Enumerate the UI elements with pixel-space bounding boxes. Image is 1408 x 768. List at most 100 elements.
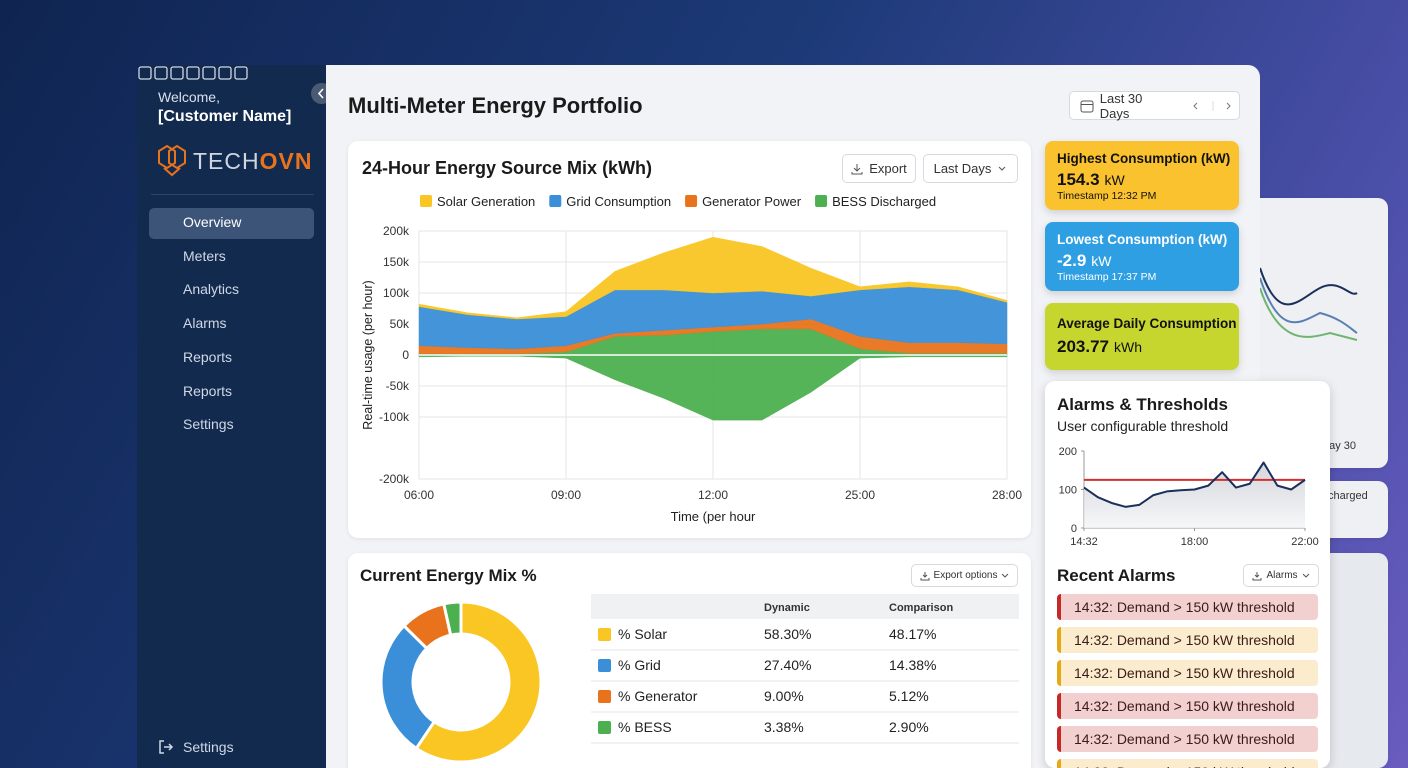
icon-shape — [218, 66, 232, 80]
legend-swatch — [420, 195, 432, 207]
export-options-text: Export options — [933, 570, 998, 581]
nav-item[interactable]: Settings — [183, 416, 234, 433]
nav-item[interactable]: Reports — [183, 382, 233, 399]
alarm-item[interactable]: 14:32: Demand > 150 kW threshold — [1057, 594, 1318, 620]
legend-swatch — [685, 195, 698, 207]
y-axis-label: Real-time usage (per hour) — [361, 280, 375, 429]
kpi-unit: kWh — [1114, 339, 1142, 355]
alarm-item[interactable]: 14:32: Demand > 150 kW threshold — [1057, 726, 1318, 752]
x-tick-label: 12:00 — [698, 488, 728, 502]
kpi-value-row: 154.3 kW — [1057, 170, 1125, 190]
row-label: % Generator — [618, 688, 698, 704]
export-button[interactable]: Export — [842, 154, 916, 183]
alarm-item[interactable]: 14:32: Demand > 150 kW threshold — [1057, 693, 1318, 719]
kpi-value: 203.77 — [1057, 337, 1109, 356]
alarms-button[interactable]: Alarms — [1243, 564, 1319, 587]
y-tick-label: -50k — [386, 379, 410, 393]
area — [418, 354, 1008, 421]
legend-fragment: charged — [1328, 490, 1368, 502]
x-tick-label: 18:00 — [1181, 536, 1209, 548]
chart-title: 24-Hour Energy Source Mix (kWh) — [362, 158, 652, 178]
page-title: Multi-Meter Energy Portfolio — [348, 93, 643, 118]
footer-link[interactable]: Settings — [183, 739, 234, 755]
y-tick-label: 100 — [1059, 485, 1077, 497]
y-tick-label: -200k — [379, 472, 410, 486]
x-tick-label: 09:00 — [551, 488, 581, 502]
kpi-title: Highest Consumption (kW) — [1057, 151, 1231, 166]
y-tick-label: 200k — [383, 224, 410, 238]
comparison: 5.12% — [889, 688, 929, 704]
alarm-item[interactable]: 14:32: Demand > 150 kW threshold — [1057, 660, 1318, 686]
nav-icon — [234, 66, 248, 80]
value-label: 3.38% — [764, 719, 804, 735]
donut-slice — [414, 600, 543, 764]
nav-icon — [186, 66, 200, 80]
legend-swatch — [549, 195, 562, 207]
x-tick-label: 06:00 — [404, 488, 434, 502]
download-icon — [851, 163, 863, 174]
download-icon — [1252, 571, 1262, 580]
mix-visual: Dynamic Comparison % Solar 58.30% 48.17% % Gr… — [379, 594, 1019, 764]
line-area — [1084, 462, 1305, 528]
kpi-value: -2.9 — [1057, 251, 1087, 270]
nav-item[interactable]: Alarms — [183, 315, 227, 332]
kpi-timestamp: Timestamp 12:32 PM — [1057, 190, 1157, 202]
sidebar: Welcome, [Customer Name] TECHOVN Setting… — [137, 65, 326, 768]
kpi-value-row: -2.9 kW — [1057, 251, 1112, 271]
kpi-value: 154.3 — [1057, 170, 1100, 189]
nav-active — [149, 208, 314, 239]
y-tick-label: 50k — [390, 317, 410, 331]
caret — [1302, 573, 1309, 578]
export-options[interactable]: Export options — [911, 564, 1018, 587]
logo-text: TECHOVN — [193, 148, 312, 174]
y-tick-label: 0 — [402, 348, 409, 362]
kpi-card: Average Daily Consumption 203.77 kWh — [1045, 303, 1239, 370]
logout-icon — [159, 740, 174, 754]
nav-icon — [202, 66, 216, 80]
legend-swatch — [598, 659, 611, 672]
nav-item[interactable]: Meters — [183, 247, 226, 264]
alarm-item[interactable]: 14:32: Demand > 150 kW threshold — [1057, 627, 1318, 653]
date-nav — [1193, 100, 1231, 111]
kpi-timestamp: Timestamp 17:37 PM — [1057, 271, 1157, 283]
caret — [1002, 573, 1009, 578]
calendar-icon — [1080, 100, 1094, 112]
alarm-item[interactable]: 14:32: Demand > 150 kW threshold — [1057, 759, 1318, 768]
legend-swatch — [598, 721, 611, 734]
nav-item[interactable]: Analytics — [183, 281, 240, 298]
comparison: 2.90% — [889, 719, 929, 735]
comparison: 14.38% — [889, 657, 936, 673]
alarms-title: Alarms & Thresholds — [1057, 395, 1228, 414]
y-tick-label: 200 — [1059, 446, 1077, 458]
x-axis-label: Time (per hour — [671, 509, 756, 524]
value-label: 58.30% — [764, 626, 811, 642]
customer-name: [Customer Name] — [158, 108, 292, 125]
kpi-unit: kW — [1091, 253, 1112, 269]
area-chart: 24-Hour Energy Source Mix (kWh) Solar Gen… — [361, 158, 1022, 524]
table-header: Dynamic — [764, 602, 810, 614]
y-tick-label: 100k — [383, 286, 410, 300]
nav-icon — [170, 66, 184, 80]
date-range-text: Last 30 Days — [1099, 90, 1143, 121]
nav-icon — [138, 66, 152, 80]
chevron — [317, 88, 324, 99]
x-tick-label: 22:00 — [1291, 536, 1319, 548]
chart-card: 24-Hour Energy Source Mix (kWh) Solar Gen… — [348, 141, 1031, 538]
y-tick-label: 0 — [1071, 523, 1077, 535]
icon-shape — [186, 66, 200, 80]
nav-item[interactable]: Overview — [183, 214, 242, 230]
kpi-value-row: 203.77 kWh — [1057, 337, 1142, 357]
x-tick-label: 14:32 — [1070, 536, 1098, 548]
kpi-unit: kW — [1104, 172, 1125, 188]
nav-item[interactable]: Reports — [183, 348, 233, 365]
logo-part: OVN — [260, 148, 313, 174]
legend-label: BESS Discharged — [832, 194, 936, 209]
legend-label: Grid Consumption — [566, 194, 671, 209]
download-icon — [920, 571, 930, 580]
range-dropdown[interactable]: Last Days — [923, 154, 1018, 183]
kpi-card: Highest Consumption (kW) 154.3 kW Timestamp… — [1045, 141, 1239, 210]
logo-part: TECH — [193, 148, 260, 174]
legend-label: Solar Generation — [437, 194, 535, 209]
date-range[interactable]: Last 30 Days — [1069, 90, 1240, 121]
